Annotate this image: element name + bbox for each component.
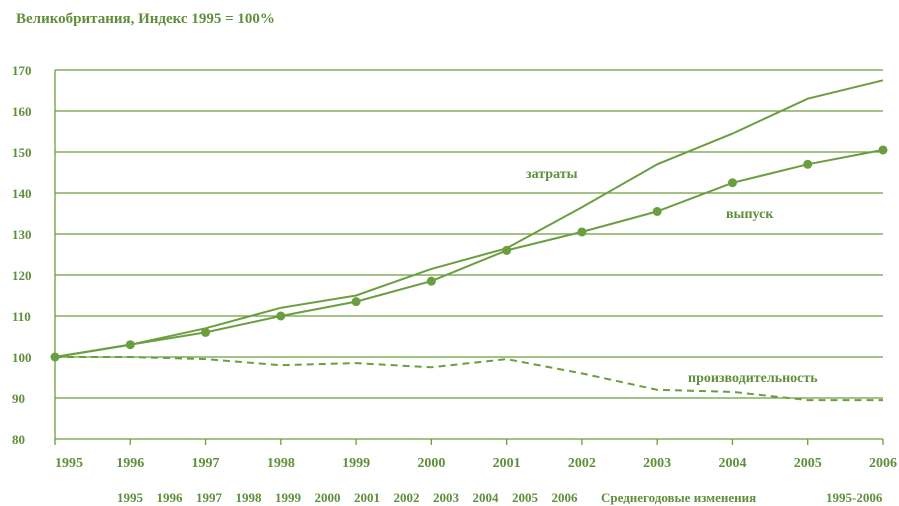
- footer-year: 1995: [117, 490, 144, 505]
- series-label: выпуск: [726, 207, 774, 222]
- footer-year: 1999: [275, 490, 302, 505]
- data-point: [125, 340, 135, 350]
- data-point: [351, 297, 361, 307]
- grid: [54, 69, 883, 440]
- footer-year: 2002: [394, 490, 420, 505]
- data-point: [652, 206, 662, 216]
- footer-year: 1996: [157, 490, 184, 505]
- footer-year: 2006: [552, 490, 579, 505]
- series-label: затраты: [526, 167, 578, 182]
- x-tick-label: 2006: [869, 456, 897, 471]
- footer-year: 2004: [473, 490, 500, 505]
- x-tick-label: 2001: [493, 456, 521, 471]
- x-tick-label: 1997: [192, 456, 220, 471]
- series-label: производительность: [688, 371, 818, 386]
- x-tick-label: 2000: [417, 456, 445, 471]
- y-axis-ticks: 80 90 100 110 120 130 140 150 160 170: [12, 63, 32, 447]
- data-point: [426, 276, 436, 286]
- data-point: [878, 145, 888, 155]
- y-tick-label: 150: [12, 145, 32, 160]
- series-line-0: [54, 79, 884, 358]
- data-point: [201, 327, 211, 337]
- footer-year: 1997: [196, 490, 223, 505]
- series-line-1: [54, 148, 884, 358]
- data-point: [727, 178, 737, 188]
- x-tick-label: 1996: [116, 456, 144, 471]
- data-point: [577, 227, 587, 237]
- chart-title: Великобритания, Индекс 1995 = 100%: [16, 11, 275, 27]
- data-point: [502, 245, 512, 255]
- footer-year: 2000: [315, 490, 341, 505]
- x-tick-label: 2002: [568, 456, 596, 471]
- x-tick-label: 1999: [342, 456, 370, 471]
- data-point: [276, 311, 286, 321]
- y-tick-label: 100: [12, 350, 32, 365]
- x-tick-label: 1998: [267, 456, 295, 471]
- x-axis-ticks: 1995 1996 1997 1998 1999 2000 2001 2002 2003 2004…: [54, 439, 897, 471]
- series-lines: [50, 79, 888, 402]
- footer-year: 2005: [512, 490, 539, 505]
- x-tick-label: 2004: [718, 456, 746, 471]
- y-tick-label: 140: [12, 186, 32, 201]
- series-labels: затраты выпуск производительность: [526, 167, 818, 386]
- x-tick-label: 2005: [794, 456, 822, 471]
- y-tick-label: 80: [12, 432, 25, 447]
- y-tick-label: 120: [12, 268, 32, 283]
- footer-year: 2003: [433, 490, 460, 505]
- series-line-2: [55, 356, 883, 402]
- footer-year: 1998: [236, 490, 263, 505]
- data-point: [803, 159, 813, 169]
- footer-row: 1995 1996 1997 1998 1999 2000 2001 2002 2003 2004…: [117, 490, 883, 505]
- y-tick-label: 170: [12, 63, 32, 78]
- y-tick-label: 130: [12, 227, 32, 242]
- footer-caption: Среднегодовые изменения: [601, 490, 756, 505]
- footer-range: 1995-2006: [826, 490, 883, 505]
- y-tick-label: 160: [12, 104, 32, 119]
- x-tick-label: 2003: [643, 456, 671, 471]
- footer-year: 2001: [354, 490, 380, 505]
- x-tick-label: 1995: [55, 456, 83, 471]
- y-tick-label: 90: [12, 391, 25, 406]
- y-tick-label: 110: [12, 309, 31, 324]
